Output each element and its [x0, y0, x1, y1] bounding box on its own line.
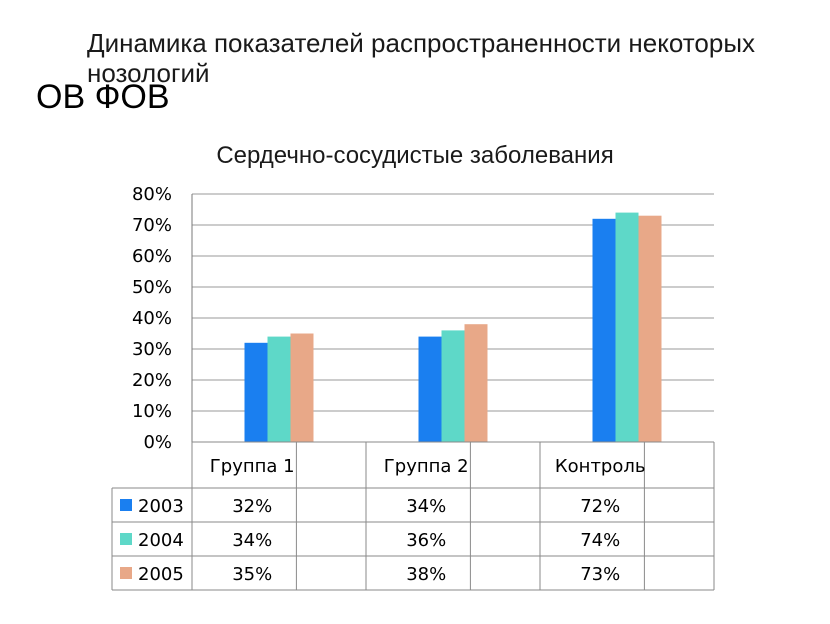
bar-2003: [592, 218, 616, 442]
bar-2004: [267, 336, 291, 442]
y-tick-label: 70%: [132, 215, 172, 236]
legend-swatch-2004: [120, 533, 132, 545]
y-tick-label: 20%: [132, 370, 172, 391]
legend-label: 2005: [138, 564, 184, 585]
data-value-label: 35%: [232, 564, 272, 585]
x-category-label: Группа 2: [384, 456, 469, 477]
x-category-label: Группа 1: [210, 456, 295, 477]
legend-swatch-2003: [120, 499, 132, 511]
y-tick-label: 80%: [132, 184, 172, 205]
bar-2005: [638, 215, 662, 442]
chart-title: Сердечно-сосудистые заболевания: [216, 142, 614, 169]
y-tick-label: 60%: [132, 246, 172, 267]
slide-subtitle: ОВ ФОВ: [36, 78, 170, 116]
y-tick-label: 40%: [132, 308, 172, 329]
data-value-label: 74%: [580, 530, 620, 551]
bar-2004: [615, 212, 639, 442]
bar-2003: [418, 336, 442, 442]
slide-title: Динамика показателей распространенности …: [87, 28, 756, 88]
bar-2005: [290, 333, 314, 442]
data-value-label: 73%: [580, 564, 620, 585]
data-value-label: 72%: [580, 496, 620, 517]
y-tick-label: 0%: [143, 432, 172, 453]
legend-swatch-2005: [120, 567, 132, 579]
legend-label: 2004: [138, 530, 184, 551]
data-value-label: 36%: [406, 530, 446, 551]
bar-2003: [244, 342, 268, 442]
bar-2004: [441, 330, 465, 442]
data-value-label: 38%: [406, 564, 446, 585]
data-value-label: 34%: [232, 530, 272, 551]
x-category-label: Контроль: [555, 456, 646, 477]
bar-2005: [464, 324, 488, 442]
data-value-label: 34%: [406, 496, 446, 517]
y-tick-label: 10%: [132, 401, 172, 422]
data-value-label: 32%: [232, 496, 272, 517]
y-tick-label: 50%: [132, 277, 172, 298]
y-tick-label: 30%: [132, 339, 172, 360]
legend-label: 2003: [138, 496, 184, 517]
